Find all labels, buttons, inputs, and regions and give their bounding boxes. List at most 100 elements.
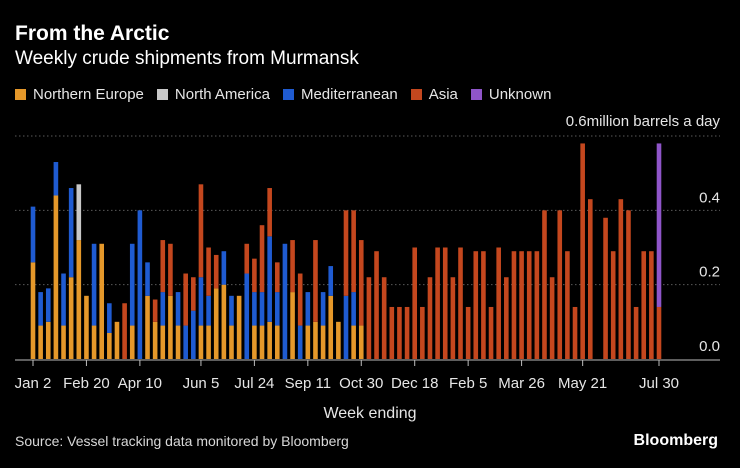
bar-segment-asia — [381, 277, 387, 359]
legend-label-asia: Asia — [428, 86, 458, 103]
bar-segment-mediterranean — [175, 292, 181, 326]
bar-segment-mediterranean — [191, 310, 196, 359]
bar-segment-asia — [557, 210, 563, 359]
x-tick-label: Feb 5 — [449, 375, 487, 392]
legend-item-mediterranean: Mediterranean — [282, 86, 398, 103]
bar-segment-asia — [458, 247, 463, 359]
bar-segment-mediterranean — [259, 292, 265, 326]
x-tick-label: Feb 20 — [63, 375, 110, 392]
bar-segment-mediterranean — [198, 277, 204, 326]
bar-segment-northern-europe — [175, 325, 181, 359]
bar-segment-asia — [649, 251, 654, 359]
bar-segment-asia — [244, 243, 250, 274]
bar-segment-northern-europe — [320, 325, 326, 359]
bar-segment-northern-europe — [99, 243, 105, 359]
bar-segment-asia — [504, 277, 509, 359]
bar-segment-northern-europe — [61, 325, 66, 359]
x-tick-label: Sep 11 — [285, 375, 331, 392]
bar-segment-asia — [633, 306, 639, 359]
bar-segment-asia — [183, 273, 188, 326]
bar-segment-asia — [366, 277, 372, 359]
bar-segment-mediterranean — [53, 162, 59, 196]
bar-segment-mediterranean — [267, 236, 272, 322]
bar-segment-asia — [488, 306, 494, 359]
bar-segment-northern-europe — [53, 195, 59, 359]
bar-segment-asia — [168, 243, 173, 296]
x-tick-label: Jan 2 — [15, 375, 52, 392]
bar-segment-northern-europe — [198, 325, 204, 359]
bar-segment-asia — [626, 210, 631, 359]
bar-segment-northern-europe — [45, 321, 51, 359]
bar-segment-asia — [610, 251, 616, 359]
bar-segment-asia — [572, 306, 578, 359]
bar-segment-mediterranean — [137, 210, 143, 359]
bar-segment-mediterranean — [328, 266, 334, 296]
bar-segment-asia — [603, 217, 608, 359]
bar-segment-asia — [122, 303, 127, 359]
bar-segment-asia — [313, 240, 318, 322]
bar-segment-asia — [435, 247, 440, 359]
y-tick-label: 0.4 — [699, 189, 720, 206]
bar-segment-mediterranean — [305, 292, 311, 326]
bar-segment-asia — [160, 240, 166, 293]
bar-segment-mediterranean — [68, 188, 74, 278]
bar-segment-asia — [519, 251, 524, 359]
bar-segment-northern-europe — [358, 325, 364, 359]
bar-segment-northern-europe — [336, 321, 341, 359]
bar-segment-mediterranean — [274, 292, 280, 326]
x-tick-label: Jul 30 — [639, 375, 679, 392]
bar-segment-asia — [580, 143, 585, 359]
bar-segment-north-america — [76, 184, 82, 241]
x-tick-label: Apr 10 — [118, 375, 162, 392]
legend-label-mediterranean: Mediterranean — [300, 86, 398, 103]
bar-segment-asia — [343, 210, 349, 296]
bar-segment-mediterranean — [30, 206, 36, 263]
bar-segment-northern-europe — [305, 325, 311, 359]
bar-segment-northern-europe — [68, 277, 74, 359]
bar-segment-mediterranean — [183, 325, 188, 359]
x-tick-label: Dec 18 — [391, 375, 439, 392]
bar-segment-northern-europe — [274, 325, 280, 359]
bar-segment-asia — [587, 199, 593, 359]
y-tick-label-value: 0.6 — [566, 113, 587, 130]
bar-segment-asia — [641, 251, 647, 359]
legend-label-unknown: Unknown — [488, 86, 552, 103]
bar-segment-mediterranean — [160, 292, 166, 326]
y-tick-label: 0.0 — [699, 338, 720, 355]
bar-segment-asia — [549, 277, 555, 359]
bar-segment-northern-europe — [107, 332, 112, 359]
legend-swatch-unknown — [470, 89, 482, 100]
bar-segment-northern-europe — [30, 262, 36, 359]
bar-segment-mediterranean — [221, 251, 227, 285]
bar-segment-northern-europe — [267, 321, 272, 359]
bar-segment-northern-europe — [152, 321, 158, 359]
bar-segment-asia — [259, 225, 265, 293]
bar-segment-asia — [442, 247, 448, 359]
bar-segment-asia — [450, 277, 456, 359]
legend-swatch-mediterranean — [282, 89, 294, 100]
bar-segment-northern-europe — [328, 295, 334, 359]
legend-label-northern-europe: Northern Europe — [33, 86, 144, 103]
bar-segment-asia — [374, 251, 379, 359]
bar-segment-mediterranean — [145, 262, 150, 296]
bar-segment-asia — [358, 240, 364, 326]
legend-swatch-northern-europe — [15, 89, 26, 100]
bar-segment-asia — [206, 247, 211, 296]
bar-segment-asia — [252, 258, 257, 293]
bar-segment-asia — [465, 306, 471, 359]
legend-swatch-asia — [410, 89, 422, 100]
legend-item-asia: Asia — [410, 86, 458, 103]
bar-segment-northern-europe — [91, 325, 97, 359]
bar-segment-asia — [526, 251, 532, 359]
bar-segment-northern-europe — [351, 325, 356, 359]
x-tick-label: Jun 5 — [183, 375, 220, 392]
bar-segment-mediterranean — [38, 292, 43, 326]
source-note: Source: Vessel tracking data monitored b… — [15, 433, 349, 449]
bar-segment-northern-europe — [38, 325, 43, 359]
bar-segment-northern-europe — [145, 295, 150, 359]
bar-segment-asia — [404, 306, 410, 359]
bar-segment-northern-europe — [236, 295, 242, 359]
axes: 0.0 0.2 0.4 0.6million barrels a day Jan 2 Fe… — [15, 113, 721, 422]
bar-segment-asia — [481, 251, 486, 359]
bar-segment-northern-europe — [129, 325, 135, 359]
